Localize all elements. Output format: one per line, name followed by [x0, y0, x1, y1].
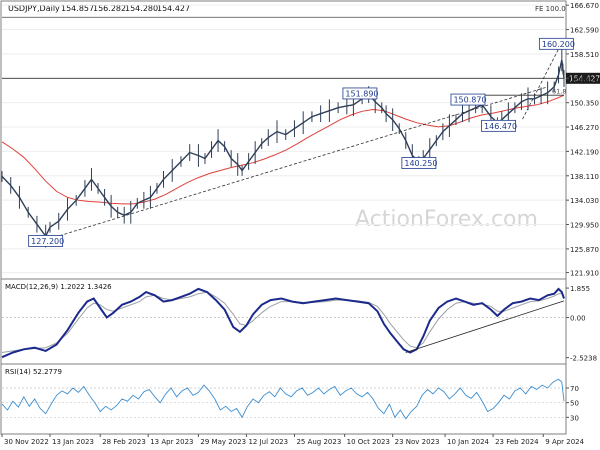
price-tick-label: 121.910 — [570, 270, 599, 278]
header-close: 154.427 — [157, 4, 190, 13]
x-tick-label: 10 Oct 2023 — [347, 438, 390, 446]
macd-panel-frame — [0, 278, 567, 365]
moving-average-line — [1, 94, 565, 205]
price-tick-label: 150.350 — [570, 100, 599, 108]
macd-line — [1, 287, 565, 359]
header-high: 156.282 — [93, 4, 126, 13]
header-low: 154.280 — [125, 4, 158, 13]
fib-label: FE 100.0 — [535, 5, 566, 13]
watermark: ActionForex.com — [355, 207, 538, 232]
header-symbol: USDJPY,Daily — [8, 4, 60, 13]
x-tick-label: 25 Aug 2023 — [296, 438, 341, 446]
rsi-tick-label: 70 — [570, 385, 579, 393]
price-tick-label: 166.670 — [570, 2, 599, 10]
header-open: 154.857 — [61, 4, 94, 13]
price-header: USDJPY,Daily 154.857 156.282 154.280 154… — [8, 4, 190, 13]
macd-tick-label: 1.855 — [570, 285, 590, 293]
price-label-text: 160.200 — [542, 40, 575, 49]
macd-title: MACD(12,26,9) 1.2022 1.3426 — [5, 283, 112, 291]
price-panel-frame — [0, 0, 567, 280]
price-tick-label: 125.870 — [570, 246, 599, 254]
price-label-text: 127.200 — [31, 237, 64, 246]
macd-trendline — [405, 300, 565, 353]
x-tick-label: 13 Apr 2023 — [150, 438, 193, 446]
price-tick-label: 154.430 — [570, 75, 599, 83]
last-price-text: 154.427 — [569, 74, 600, 83]
macd-tick-label: -2.5238 — [570, 355, 597, 363]
price-tick-label: 162.590 — [570, 27, 599, 35]
price-label-text: 140.250 — [404, 159, 437, 168]
fib-ratio-text: 61.8 — [552, 88, 566, 96]
price-tick-label: 146.270 — [570, 124, 599, 132]
x-tick-label: 23 Nov 2023 — [395, 438, 440, 446]
price-tick-label: 129.950 — [570, 222, 599, 230]
last-price-tag — [566, 72, 600, 84]
rsi-tick-label: 30 — [570, 414, 579, 422]
price-tick-label: 138.110 — [570, 173, 599, 181]
macd-tick-label: 0.00 — [570, 315, 586, 323]
trendline — [49, 86, 548, 239]
x-tick-label: 30 Nov 2022 — [4, 438, 49, 446]
price-label-box — [342, 87, 378, 100]
x-tick-label: 9 Apr 2024 — [545, 438, 584, 446]
price-tick-label: 158.510 — [570, 51, 599, 59]
rsi-line — [1, 378, 565, 420]
x-tick-label: 12 Jul 2023 — [248, 438, 288, 446]
price-label-text: 146.470 — [484, 122, 517, 131]
price-label-text: 150.870 — [453, 96, 486, 105]
price-label-text: 151.890 — [345, 89, 378, 98]
x-tick-label: 23 Feb 2024 — [495, 438, 539, 446]
price-label-box — [450, 93, 486, 106]
rsi-title: RSI(14) 52.2779 — [5, 368, 62, 376]
x-tick-label: 10 Jan 2024 — [447, 438, 490, 446]
x-tick-label: 13 Jan 2023 — [52, 438, 94, 446]
rsi-tick-label: 50 — [570, 400, 579, 408]
rsi-panel-frame — [0, 363, 567, 435]
price-label-box — [401, 157, 437, 169]
price-label-box — [481, 119, 516, 132]
price-label-box — [28, 235, 64, 247]
x-tick-label: 29 May 2023 — [200, 438, 246, 446]
price-label-box — [538, 37, 574, 50]
price-tick-label: 134.030 — [570, 197, 599, 205]
trendline — [522, 42, 563, 120]
price-tick-label: 142.190 — [570, 148, 599, 156]
x-tick-label: 28 Feb 2023 — [102, 438, 146, 446]
